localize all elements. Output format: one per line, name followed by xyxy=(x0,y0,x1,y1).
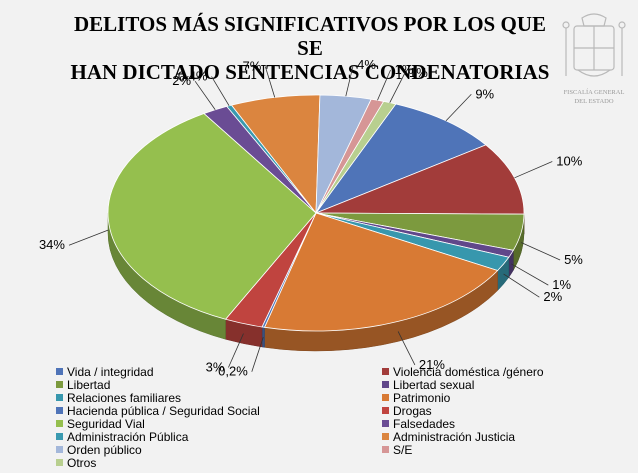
pie-leader-line xyxy=(211,76,230,106)
legend-label: Orden público xyxy=(67,442,142,457)
legend-swatch xyxy=(382,368,389,375)
pie-data-labels: 9%10%5%1%2%21%0,2%3%34%2%0,4%7% 4% 1%1% xyxy=(39,57,583,378)
legend-item: Libertad xyxy=(56,377,382,392)
pie-slice xyxy=(315,144,525,215)
legend-item: Seguridad Vial xyxy=(56,416,382,431)
legend-swatch xyxy=(56,420,63,427)
legend-swatch xyxy=(56,381,63,388)
pie-leader-line xyxy=(514,161,553,179)
pie-leader-line xyxy=(377,69,391,101)
legend-swatch xyxy=(56,368,63,375)
pie-data-label: 7% xyxy=(243,59,262,74)
legend-item: Hacienda pública / Seguridad Social xyxy=(56,403,382,418)
pie-leader-line xyxy=(264,66,276,98)
pie-data-label: 9% xyxy=(475,86,494,101)
legend-swatch xyxy=(56,446,63,453)
legend-label: S/E xyxy=(393,442,413,457)
pie-data-label: 2% xyxy=(543,289,562,304)
pie-data-label: 1% xyxy=(409,65,428,80)
legend-item: Violencia doméstica /género xyxy=(382,364,572,379)
pie-leader-line xyxy=(68,229,109,246)
pie-data-label: 4% xyxy=(357,57,376,72)
pie-side-walls xyxy=(107,212,525,352)
legend-item: Administración Justicia xyxy=(382,429,572,444)
pie-slice xyxy=(263,212,499,332)
legend-swatch xyxy=(56,394,63,401)
chart-title: DELITOS MÁS SIGNIFICATIVOS POR LOS QUE S… xyxy=(60,12,560,84)
pie-data-label: 0,2% xyxy=(218,364,248,379)
emblem-text-2: DEL ESTADO xyxy=(574,98,613,105)
legend-item: Orden público xyxy=(56,442,382,457)
legend-item: Libertad sexual xyxy=(382,377,572,392)
legend-swatch xyxy=(56,459,63,466)
legend-swatch xyxy=(382,446,389,453)
legend-item: Vida / integridad xyxy=(56,364,382,379)
legend-label: Libertad sexual xyxy=(393,377,475,392)
legend-label: Hacienda pública / Seguridad Social xyxy=(67,403,260,418)
legend-item: S/E xyxy=(382,442,572,457)
legend-label: Violencia doméstica /género xyxy=(393,364,544,379)
pie-slice xyxy=(107,113,317,320)
pie-leader-line xyxy=(345,65,354,97)
pie-side-wall xyxy=(261,326,265,348)
pie-data-label: 2% xyxy=(172,73,191,88)
pie-leader-line xyxy=(397,331,416,366)
chart-title-line-1: DELITOS MÁS SIGNIFICATIVOS POR LOS QUE S… xyxy=(74,12,546,60)
pie-leader-line xyxy=(389,72,406,103)
legend-label: Seguridad Vial xyxy=(67,416,145,431)
legend-label: Libertad xyxy=(67,377,111,392)
legend-label: Otros xyxy=(67,455,97,470)
pie-data-label: 34% xyxy=(39,237,65,252)
legend-item: Falsedades xyxy=(382,416,572,431)
pie-leader-line xyxy=(194,80,216,111)
pie-data-label: 10% xyxy=(556,153,582,168)
pie-slice xyxy=(315,100,397,214)
legend-label: Patrimonio xyxy=(393,390,451,405)
legend-item: Relaciones familiares xyxy=(56,390,382,405)
pie-data-label: 1% xyxy=(395,62,414,77)
legend-label: Administración Justicia xyxy=(393,429,516,444)
legend-item: Administración Pública xyxy=(56,429,382,444)
chart-title-line-2: HAN DICTADO SENTENCIAS CONDENATORIAS xyxy=(70,60,550,84)
pie-leader-line xyxy=(520,242,561,261)
pie-data-label: 5% xyxy=(564,252,583,267)
pie-leader-line xyxy=(251,337,264,372)
legend-swatch xyxy=(56,433,63,440)
legend-swatch xyxy=(382,381,389,388)
legend-label: Administración Pública xyxy=(67,429,189,444)
pie-leader-line xyxy=(228,333,244,368)
legend-swatch xyxy=(382,420,389,427)
chart-legend: Vida / integridad Violencia doméstica /g… xyxy=(56,364,576,470)
emblem-text-1: FISCALÍA GENERAL xyxy=(564,88,625,96)
pie-leader-line xyxy=(445,93,472,122)
legend-label: Drogas xyxy=(393,403,432,418)
legend-item: Drogas xyxy=(382,403,572,418)
pie-data-label: 21% xyxy=(419,357,445,372)
legend-item: Patrimonio xyxy=(382,390,572,405)
coat-of-arms-emblem: FISCALÍA GENERAL DEL ESTADO xyxy=(562,13,626,105)
pie-top-faces xyxy=(107,94,525,332)
legend-swatch xyxy=(382,407,389,414)
legend-swatch xyxy=(56,407,63,414)
legend-item: Otros xyxy=(56,455,382,470)
legend-label: Relaciones familiares xyxy=(67,390,182,405)
pie-data-label: 0,4% xyxy=(178,68,208,83)
pie-data-label: 1% xyxy=(552,277,571,292)
legend-label: Falsedades xyxy=(393,416,456,431)
legend-swatch xyxy=(382,433,389,440)
pie-leader-line xyxy=(510,263,549,286)
pie-data-label: 3% xyxy=(206,360,225,375)
legend-swatch xyxy=(382,394,389,401)
pie-leader-line xyxy=(503,273,540,298)
legend-label: Vida / integridad xyxy=(67,364,154,379)
